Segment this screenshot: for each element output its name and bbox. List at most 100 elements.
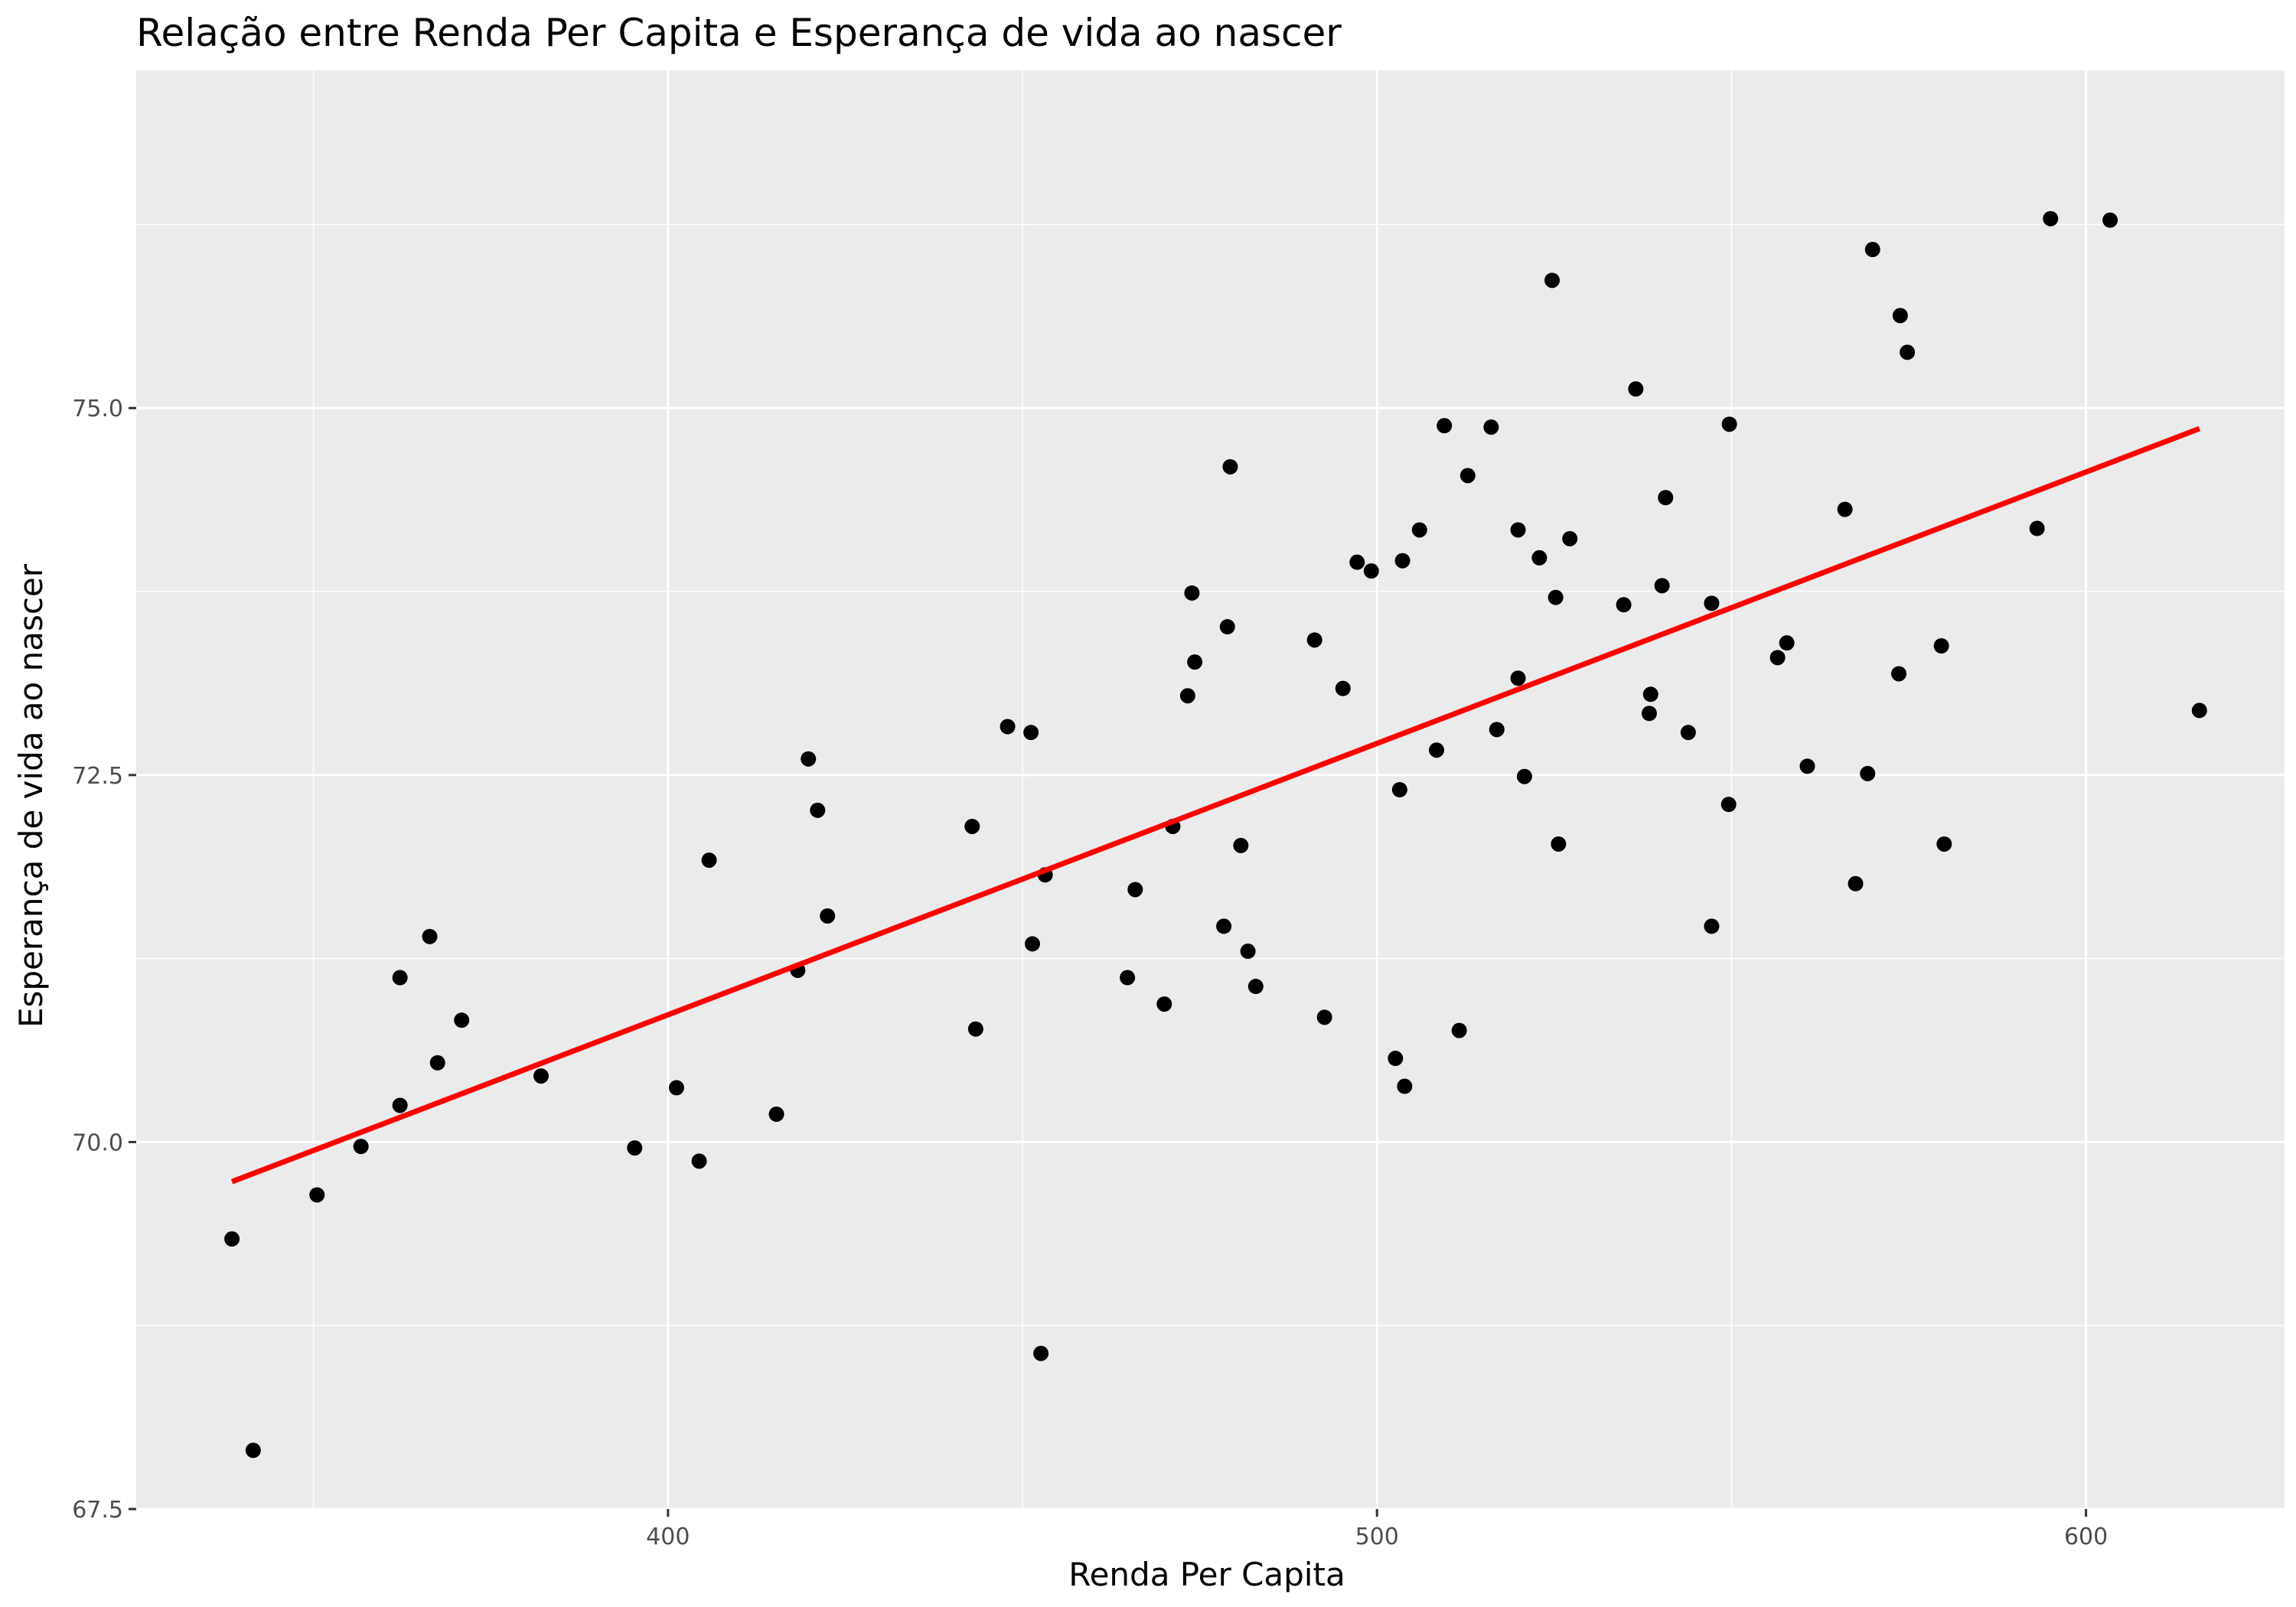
data-point bbox=[1429, 742, 1445, 758]
x-axis-title: Renda Per Capita bbox=[1068, 1556, 1345, 1593]
data-point bbox=[1860, 765, 1876, 781]
data-point bbox=[1642, 686, 1658, 702]
y-tick-label: 67.5 bbox=[72, 1497, 123, 1524]
data-point bbox=[1397, 1078, 1413, 1094]
data-point bbox=[245, 1442, 261, 1459]
data-point bbox=[1489, 722, 1505, 738]
y-tick-label: 75.0 bbox=[72, 396, 123, 422]
x-tick-label: 400 bbox=[646, 1524, 690, 1550]
data-point bbox=[1721, 416, 1737, 432]
data-point bbox=[1451, 1022, 1467, 1038]
data-point bbox=[1562, 530, 1578, 546]
data-point bbox=[1837, 501, 1853, 517]
data-point bbox=[1000, 719, 1016, 735]
trend-line bbox=[230, 425, 2201, 1185]
data-point bbox=[1516, 768, 1532, 784]
data-point bbox=[2191, 702, 2207, 719]
data-point bbox=[1892, 308, 1908, 324]
data-point bbox=[1799, 758, 1815, 774]
data-point bbox=[1222, 458, 1238, 474]
data-point bbox=[392, 1097, 408, 1113]
data-point bbox=[454, 1012, 470, 1028]
data-point bbox=[1891, 666, 1907, 682]
data-point bbox=[810, 802, 826, 818]
data-point bbox=[1936, 836, 1952, 852]
y-axis-title: Esperança de vida ao nascer bbox=[12, 563, 50, 1028]
data-point bbox=[1900, 344, 1916, 360]
data-point bbox=[1349, 554, 1365, 570]
data-point bbox=[1184, 585, 1200, 601]
data-point bbox=[1704, 918, 1720, 934]
data-point bbox=[1720, 797, 1737, 813]
data-point bbox=[1306, 632, 1322, 648]
data-point bbox=[1219, 619, 1235, 635]
data-point bbox=[1459, 468, 1476, 484]
data-point bbox=[1437, 418, 1453, 434]
data-point bbox=[967, 1021, 983, 1037]
data-point bbox=[1411, 522, 1427, 538]
data-point bbox=[1848, 875, 1864, 892]
data-point bbox=[1680, 725, 1696, 741]
data-point bbox=[1704, 595, 1720, 611]
x-tick-label: 500 bbox=[1355, 1524, 1399, 1550]
data-point bbox=[1628, 381, 1644, 397]
data-point bbox=[1394, 553, 1411, 569]
data-points bbox=[224, 210, 2207, 1459]
data-point bbox=[2043, 210, 2059, 227]
data-point bbox=[1510, 670, 1526, 686]
data-point bbox=[801, 751, 817, 767]
data-point bbox=[429, 1054, 445, 1071]
data-point bbox=[1156, 996, 1172, 1012]
data-point bbox=[1551, 836, 1567, 852]
y-tick-label: 72.5 bbox=[72, 763, 123, 790]
data-point bbox=[964, 818, 980, 834]
data-point bbox=[1616, 597, 1632, 613]
data-point bbox=[2102, 212, 2118, 228]
data-point bbox=[1127, 882, 1143, 898]
data-point bbox=[1187, 654, 1203, 670]
data-point bbox=[1388, 1051, 1404, 1067]
data-point bbox=[627, 1140, 643, 1156]
data-point bbox=[1335, 680, 1351, 696]
x-axis-ticks: 400 500 600 bbox=[646, 1509, 2108, 1550]
major-gridlines bbox=[136, 70, 2285, 1511]
data-point bbox=[1641, 706, 1657, 722]
data-point bbox=[1779, 635, 1795, 651]
chart-title: Relação entre Renda Per Capita e Esperan… bbox=[136, 11, 1342, 55]
data-point bbox=[1233, 837, 1249, 853]
plot-panel bbox=[136, 70, 2285, 1509]
data-point bbox=[1120, 970, 1136, 986]
data-point bbox=[691, 1153, 707, 1169]
data-point bbox=[820, 908, 836, 924]
data-point bbox=[1024, 936, 1040, 952]
data-point bbox=[353, 1139, 369, 1155]
data-point bbox=[1548, 589, 1564, 605]
data-point bbox=[1023, 725, 1039, 741]
data-point bbox=[1240, 944, 1256, 960]
data-point bbox=[392, 970, 408, 986]
data-point bbox=[309, 1187, 325, 1203]
y-axis-ticks: 67.5 70.0 72.5 75.0 bbox=[72, 396, 136, 1524]
data-point bbox=[1247, 979, 1264, 995]
data-point bbox=[701, 852, 717, 869]
data-point bbox=[422, 928, 438, 944]
data-point bbox=[1531, 549, 1548, 566]
data-point bbox=[224, 1231, 240, 1247]
y-tick-label: 70.0 bbox=[72, 1129, 123, 1156]
data-point bbox=[1510, 522, 1526, 538]
data-point bbox=[1483, 419, 1499, 435]
minor-gridlines bbox=[136, 70, 2285, 1509]
x-tick-label: 600 bbox=[2064, 1524, 2108, 1550]
data-point bbox=[768, 1106, 784, 1122]
data-point bbox=[1654, 578, 1670, 594]
data-point bbox=[1769, 650, 1786, 666]
data-point bbox=[1391, 782, 1407, 797]
data-point bbox=[1216, 918, 1232, 934]
data-point bbox=[668, 1080, 684, 1096]
data-point bbox=[1033, 1345, 1049, 1361]
data-point bbox=[533, 1068, 549, 1084]
data-point bbox=[1316, 1009, 1332, 1025]
data-point bbox=[1864, 242, 1880, 258]
data-point bbox=[1179, 688, 1195, 704]
